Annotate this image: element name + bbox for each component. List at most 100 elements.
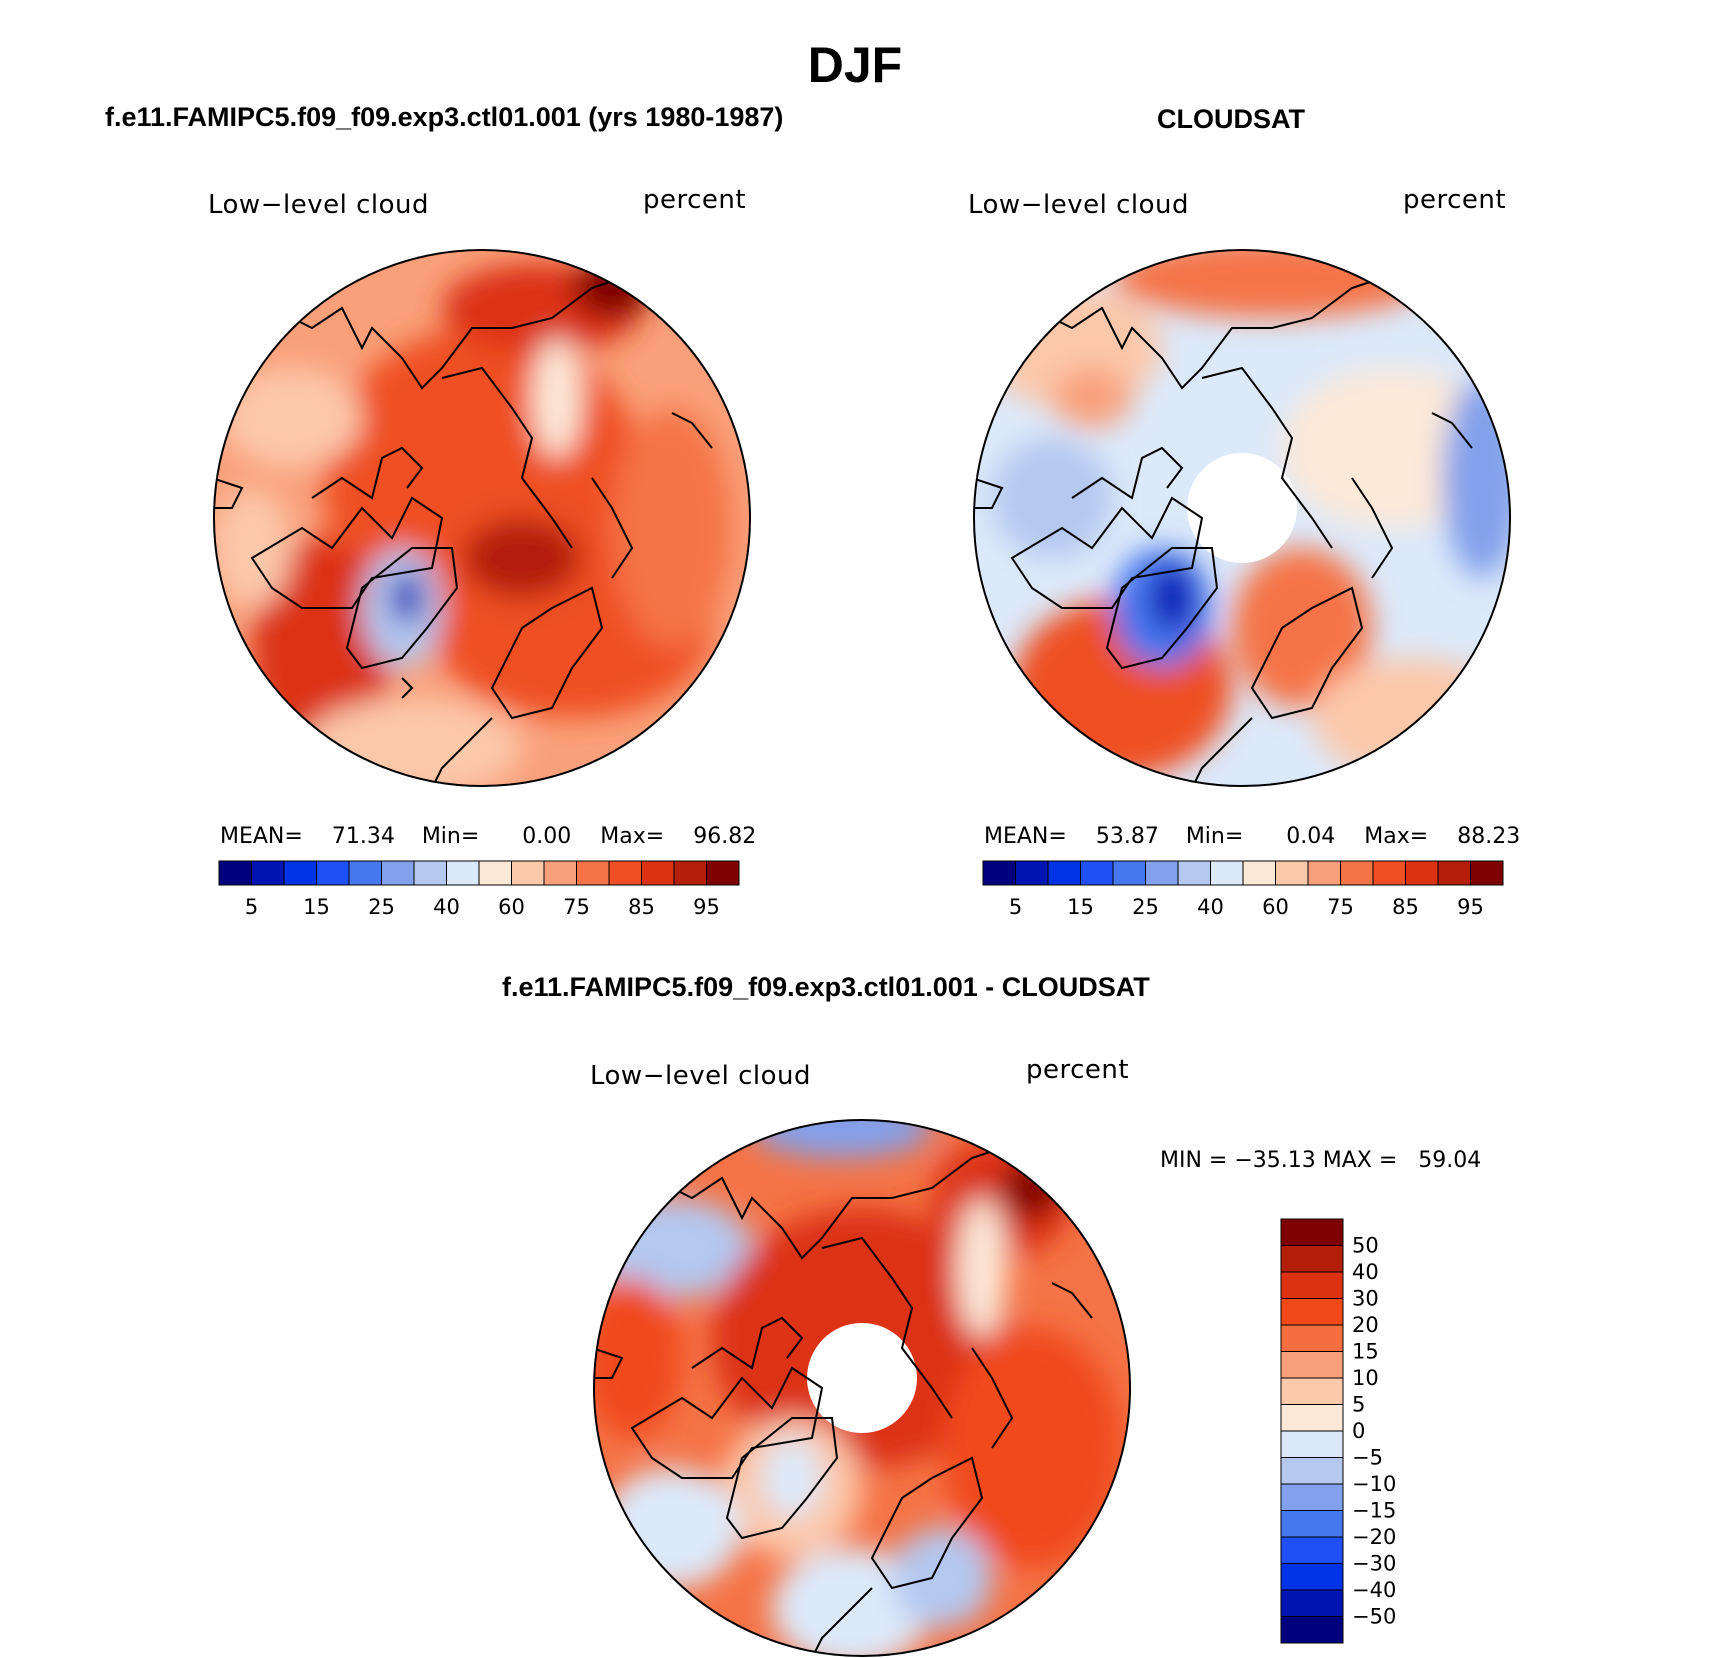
model-max-value: 96.82 (693, 824, 757, 849)
obs-mean-value: 53.87 (1095, 824, 1159, 849)
model-colorbar-label: 60 (498, 895, 525, 919)
diff-colorbar-label: −5 (1352, 1446, 1383, 1470)
obs-colorbar-swatch (1177, 860, 1211, 886)
diff-colorbar-label: −30 (1352, 1552, 1396, 1576)
obs-colorbar-swatch (1470, 860, 1504, 886)
obs-units-label: percent (1403, 185, 1507, 215)
model-colorbar-swatch (283, 860, 317, 886)
obs-mean-label: MEAN= (984, 824, 1067, 849)
obs-colorbar-label: 75 (1327, 895, 1354, 919)
obs-colorbar-swatch (1080, 860, 1114, 886)
obs-colorbar-swatch (1210, 860, 1244, 886)
model-colorbar-swatch (511, 860, 545, 886)
model-colorbar-label: 15 (303, 895, 330, 919)
model-colorbar-swatch (576, 860, 610, 886)
model-colorbar-label: 5 (245, 895, 258, 919)
model-panel-title: f.e11.FAMIPC5.f09_f09.exp3.ctl01.001 (yr… (105, 102, 784, 132)
diff-colorbar-label: −40 (1352, 1578, 1396, 1602)
diff-colorbar-swatch (1280, 1563, 1344, 1591)
model-colorbar-swatch (446, 860, 480, 886)
obs-max-label: Max= (1364, 824, 1429, 849)
diff-colorbar-swatch (1280, 1536, 1344, 1564)
model-colorbar-swatch (608, 860, 642, 886)
diff-colorbar-label: 50 (1352, 1234, 1379, 1258)
diff-colorbar-label: 30 (1352, 1287, 1379, 1311)
diff-colorbar-label: 20 (1352, 1313, 1379, 1337)
obs-colorbar-swatch (1015, 860, 1049, 886)
diff-colorbar-swatch (1280, 1404, 1344, 1432)
obs-polar-map (973, 249, 1511, 787)
obs-colorbar-label: 85 (1392, 895, 1419, 919)
obs-colorbar-label: 25 (1132, 895, 1159, 919)
obs-colorbar-swatch (1112, 860, 1146, 886)
model-mean-value: 71.34 (331, 824, 395, 849)
diff-colorbar-swatch (1280, 1298, 1344, 1326)
model-colorbar-label: 85 (628, 895, 655, 919)
diff-colorbar-swatch (1280, 1430, 1344, 1458)
diff-polar-map (593, 1119, 1131, 1657)
obs-max-value: 88.23 (1457, 824, 1521, 849)
diff-colorbar-label: 15 (1352, 1340, 1379, 1364)
obs-min-value: 0.04 (1286, 824, 1336, 849)
diff-colorbar-swatch (1280, 1218, 1344, 1246)
obs-colorbar-label: 60 (1262, 895, 1289, 919)
obs-colorbar-swatch (982, 860, 1016, 886)
diff-colorbar-swatch (1280, 1483, 1344, 1511)
model-colorbar-label: 75 (563, 895, 590, 919)
obs-colorbar-swatch (1405, 860, 1439, 886)
model-colorbar-swatch (316, 860, 350, 886)
diff-colorbar-label: 10 (1352, 1366, 1379, 1390)
diff-colorbar-swatch (1280, 1589, 1344, 1617)
model-colorbar-swatch (348, 860, 382, 886)
model-colorbar-label: 95 (693, 895, 720, 919)
model-mean-label: MEAN= (220, 824, 303, 849)
obs-colorbar-swatch (1340, 860, 1374, 886)
model-max-label: Max= (600, 824, 665, 849)
diff-colorbar-swatch (1280, 1271, 1344, 1299)
diff-colorbar-label: 40 (1352, 1260, 1379, 1284)
diff-panel-title: f.e11.FAMIPC5.f09_f09.exp3.ctl01.001 - C… (502, 972, 1150, 1002)
obs-colorbar-swatch (1242, 860, 1276, 886)
model-colorbar: 5 15 25 40 60 75 85 95 (218, 860, 740, 919)
diff-colorbar-label: −15 (1352, 1499, 1396, 1523)
model-colorbar-swatch (706, 860, 740, 886)
diff-colorbar-label: −10 (1352, 1472, 1396, 1496)
diff-colorbar-swatch (1280, 1351, 1344, 1379)
model-colorbar-swatch (218, 860, 252, 886)
model-min-value: 0.00 (522, 824, 572, 849)
obs-colorbar-swatch (1307, 860, 1341, 886)
diff-colorbar-label: 0 (1352, 1419, 1365, 1443)
obs-colorbar-swatch (1047, 860, 1081, 886)
obs-colorbar-swatch (1145, 860, 1179, 886)
obs-min-label: Min= (1185, 824, 1244, 849)
obs-colorbar-label: 5 (1009, 895, 1022, 919)
diff-colorbar-swatch (1280, 1245, 1344, 1273)
obs-panel-title: CLOUDSAT (1157, 104, 1305, 134)
model-units-label: percent (643, 185, 747, 215)
model-colorbar-swatch (251, 860, 285, 886)
model-colorbar-swatch (641, 860, 675, 886)
obs-colorbar-swatch (1437, 860, 1471, 886)
model-colorbar-label: 25 (368, 895, 395, 919)
season-title: DJF (807, 37, 903, 93)
diff-colorbar-label: 5 (1352, 1393, 1365, 1417)
model-variable-label: Low−level cloud (208, 190, 429, 220)
diff-units-label: percent (1026, 1055, 1130, 1085)
model-colorbar-swatch (478, 860, 512, 886)
diff-minmax-text: MIN = −35.13 MAX = 59.04 (1160, 1148, 1482, 1173)
diff-colorbar-swatch (1280, 1616, 1344, 1644)
model-polar-map (213, 249, 751, 787)
obs-colorbar-label: 95 (1457, 895, 1484, 919)
model-colorbar-swatch (543, 860, 577, 886)
diff-colorbar-label: −50 (1352, 1605, 1396, 1629)
obs-colorbar: 5 15 25 40 60 75 85 95 (982, 860, 1504, 919)
model-colorbar-swatch (381, 860, 415, 886)
diff-colorbar-swatch (1280, 1510, 1344, 1538)
obs-colorbar-swatch (1275, 860, 1309, 886)
model-min-label: Min= (421, 824, 480, 849)
obs-variable-label: Low−level cloud (968, 190, 1189, 220)
obs-colorbar-swatch (1372, 860, 1406, 886)
obs-colorbar-label: 15 (1067, 895, 1094, 919)
model-colorbar-label: 40 (433, 895, 460, 919)
